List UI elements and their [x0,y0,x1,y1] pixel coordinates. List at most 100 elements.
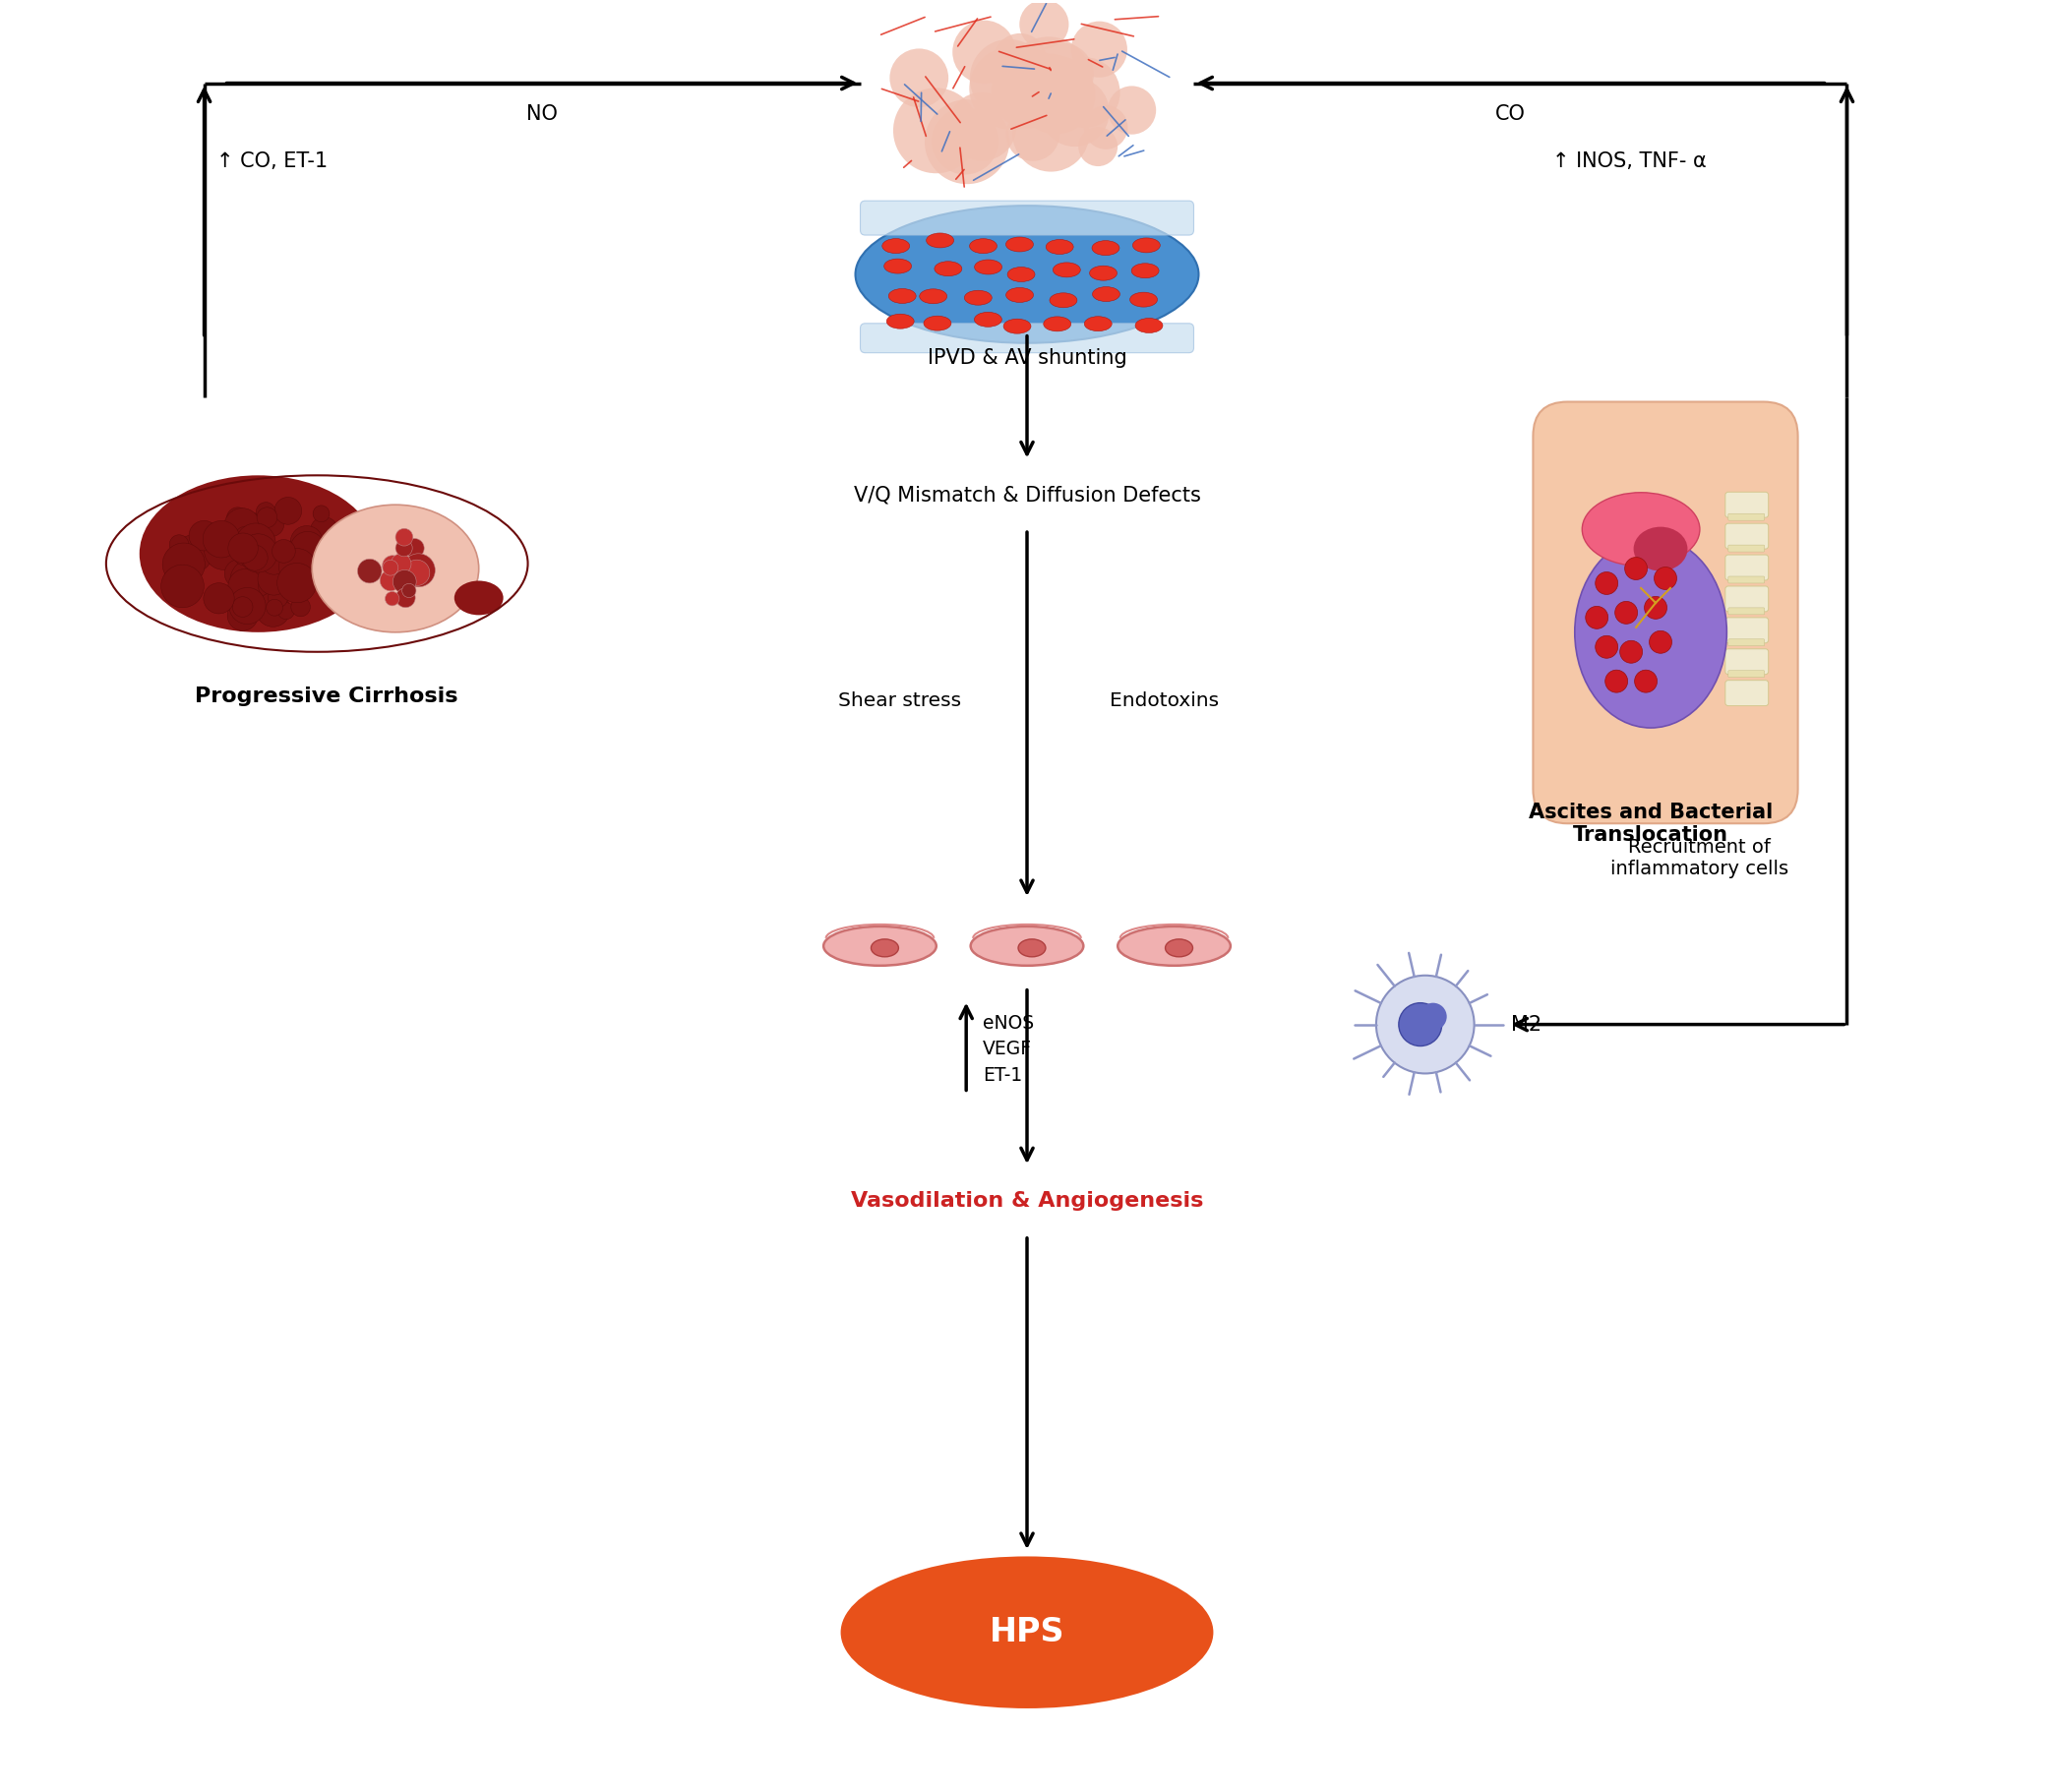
Ellipse shape [454,581,503,615]
Circle shape [290,532,325,566]
FancyBboxPatch shape [1728,640,1765,645]
Circle shape [1040,77,1110,147]
Ellipse shape [970,926,1083,966]
Circle shape [279,548,316,586]
Circle shape [245,541,265,561]
Ellipse shape [1085,317,1112,332]
Circle shape [951,20,1015,84]
Circle shape [1615,602,1638,624]
Circle shape [397,588,415,607]
Circle shape [1030,43,1093,108]
Circle shape [271,539,296,563]
Ellipse shape [1089,265,1118,281]
Circle shape [203,530,242,570]
Circle shape [1048,81,1087,120]
Circle shape [1626,557,1648,581]
Circle shape [267,588,288,607]
Circle shape [224,509,261,545]
Circle shape [247,557,277,590]
Circle shape [169,534,189,554]
Ellipse shape [919,289,947,303]
FancyBboxPatch shape [1728,607,1765,615]
Circle shape [1003,72,1046,115]
Text: Vasodilation & Angiogenesis: Vasodilation & Angiogenesis [851,1192,1204,1211]
Circle shape [395,561,415,581]
Circle shape [358,559,382,582]
Circle shape [230,559,271,600]
Circle shape [1013,95,1089,172]
Ellipse shape [1091,240,1120,254]
Circle shape [234,538,259,563]
Circle shape [203,521,240,557]
Ellipse shape [1093,287,1120,301]
Ellipse shape [970,238,997,253]
Text: M2: M2 [1512,1014,1541,1034]
Ellipse shape [1134,319,1163,333]
Circle shape [993,34,1046,88]
Circle shape [1595,572,1617,595]
Circle shape [995,61,1060,129]
Ellipse shape [886,314,914,328]
Circle shape [232,597,253,616]
Circle shape [257,507,277,527]
Circle shape [226,507,249,529]
FancyBboxPatch shape [1726,493,1769,518]
Ellipse shape [974,260,1003,274]
Circle shape [395,539,413,557]
Circle shape [275,496,302,525]
Ellipse shape [1046,240,1073,254]
Circle shape [257,502,275,521]
Text: ↑ CO, ET-1: ↑ CO, ET-1 [216,152,327,172]
Circle shape [1013,54,1087,127]
Circle shape [1650,631,1673,654]
Ellipse shape [884,258,912,274]
Circle shape [991,57,1058,124]
Circle shape [997,59,1044,106]
Circle shape [382,556,403,575]
Circle shape [234,527,255,547]
Circle shape [970,39,1048,118]
FancyBboxPatch shape [861,201,1194,235]
Circle shape [290,525,323,557]
Circle shape [1586,606,1609,629]
Circle shape [236,523,275,563]
Circle shape [1654,566,1677,590]
Text: NO: NO [526,104,557,124]
Circle shape [203,582,234,613]
Circle shape [257,593,290,627]
FancyBboxPatch shape [861,323,1194,353]
Circle shape [1644,597,1667,618]
Circle shape [245,582,273,611]
FancyBboxPatch shape [1726,681,1769,706]
Circle shape [1005,36,1091,124]
FancyBboxPatch shape [1726,523,1769,548]
Circle shape [1619,640,1642,663]
Ellipse shape [824,926,937,966]
Circle shape [403,584,415,597]
Circle shape [175,534,212,573]
FancyBboxPatch shape [1728,545,1765,552]
Text: Endotoxins: Endotoxins [1110,692,1219,710]
Circle shape [1420,1004,1447,1030]
Ellipse shape [974,312,1001,326]
Circle shape [238,513,263,538]
Circle shape [277,563,316,602]
Ellipse shape [1574,536,1726,728]
Text: CO: CO [1496,104,1525,124]
Circle shape [393,570,417,593]
Circle shape [253,543,284,573]
Text: Recruitment of
inflammatory cells: Recruitment of inflammatory cells [1611,837,1788,878]
Circle shape [232,541,257,566]
Ellipse shape [1118,926,1231,966]
Circle shape [292,597,310,616]
Ellipse shape [840,1557,1212,1708]
Text: ↑ INOS, TNF- α: ↑ INOS, TNF- α [1554,152,1708,172]
Text: V/Q Mismatch & Diffusion Defects: V/Q Mismatch & Diffusion Defects [853,486,1200,505]
Ellipse shape [1007,289,1034,303]
Circle shape [405,559,429,586]
Circle shape [405,538,423,557]
Circle shape [228,588,265,624]
Ellipse shape [1050,292,1077,308]
Circle shape [242,545,267,570]
Circle shape [382,559,399,575]
